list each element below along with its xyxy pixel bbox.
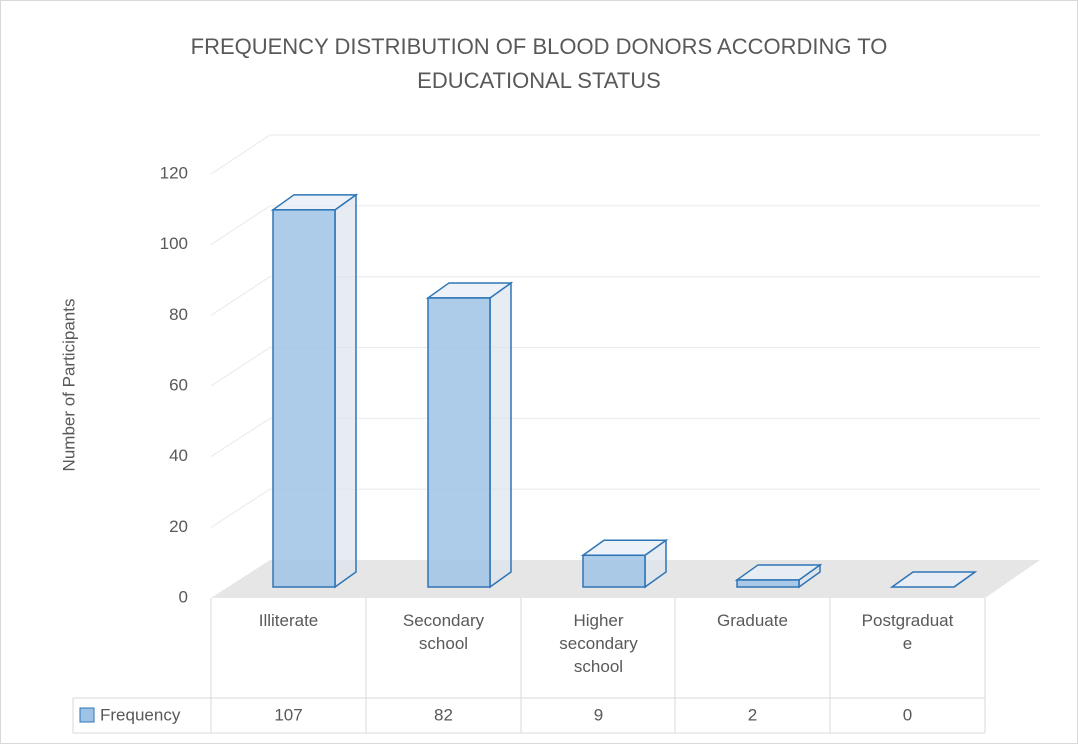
legend-swatch xyxy=(79,707,95,723)
bar-side xyxy=(489,281,512,589)
bar-front xyxy=(272,209,336,588)
bar-front xyxy=(582,554,646,588)
table-value: 107 xyxy=(274,705,302,724)
bar xyxy=(889,571,978,588)
bar-front xyxy=(427,297,491,588)
x-tick-label: Postgraduat e xyxy=(862,611,954,653)
chart-title: FREQUENCY DISTRIBUTION OF BLOOD DONORS A… xyxy=(191,34,888,93)
legend-label: Frequency xyxy=(100,705,181,724)
bar xyxy=(580,538,669,589)
bar xyxy=(425,281,514,589)
bar-top xyxy=(889,571,978,588)
x-tick-label: Graduate xyxy=(717,611,788,630)
bar-front xyxy=(736,579,800,588)
bar xyxy=(734,563,823,589)
y-tick-label: 40 xyxy=(169,446,188,465)
grid-line xyxy=(210,276,1040,316)
grid-line xyxy=(210,417,1040,458)
table-value: 82 xyxy=(434,705,453,724)
bar-side xyxy=(334,193,357,589)
grid-line xyxy=(210,346,1040,387)
y-tick-label: 100 xyxy=(160,234,188,253)
grid-line xyxy=(210,488,1040,528)
grid-line xyxy=(210,205,1040,246)
table-value: 2 xyxy=(748,705,757,724)
y-axis-label: Number of Participants xyxy=(59,299,78,472)
table-value: 0 xyxy=(903,705,912,724)
y-tick-label: 0 xyxy=(179,587,188,606)
y-tick-label: 20 xyxy=(169,517,188,536)
x-tick-label: Higher secondary school xyxy=(559,611,638,676)
grid-line xyxy=(210,134,1040,175)
y-tick-label: 120 xyxy=(160,163,188,182)
y-tick-label: 60 xyxy=(169,375,188,394)
y-tick-label: 80 xyxy=(169,305,188,324)
x-tick-label: Illiterate xyxy=(259,611,319,630)
table-value: 9 xyxy=(594,705,603,724)
x-tick-label: Secondary school xyxy=(403,611,485,653)
bar xyxy=(270,193,359,589)
